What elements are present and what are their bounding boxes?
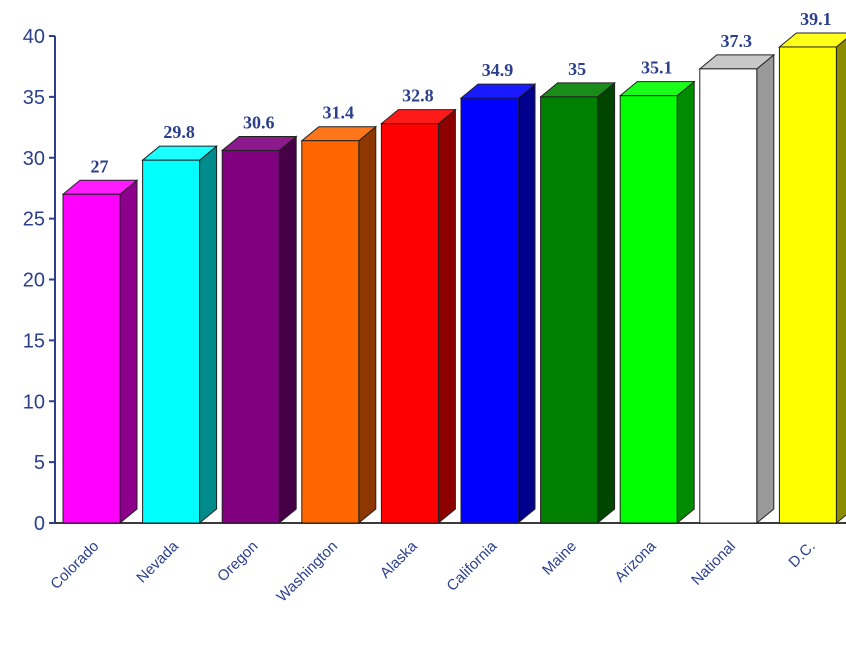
y-tick-label: 0 <box>34 513 45 535</box>
bar-side-face <box>199 145 218 525</box>
y-tick-label: 35 <box>23 87 45 109</box>
y-tick-label: 20 <box>23 270 45 292</box>
bar-washington <box>300 125 378 525</box>
bars <box>61 32 846 525</box>
bar-front-face <box>62 193 121 524</box>
data-label: 29.8 <box>163 122 195 142</box>
bar-nevada <box>141 145 218 525</box>
x-tick-label: Colorado <box>47 538 102 593</box>
data-label: 35 <box>568 59 586 79</box>
bar-front-face <box>699 68 758 524</box>
data-label: 32.8 <box>402 86 434 106</box>
x-tick-label: Maine <box>539 538 580 579</box>
bar-front-face <box>460 97 519 524</box>
bar-colorado <box>61 179 139 525</box>
bar-side-face <box>597 81 616 525</box>
bar-side-face <box>835 38 846 525</box>
data-label: 31.4 <box>323 103 355 123</box>
bar-dc <box>778 32 846 525</box>
data-label: 30.6 <box>243 112 275 132</box>
data-label: 27 <box>91 156 109 176</box>
y-tick-label: 40 <box>23 26 45 48</box>
data-label: 34.9 <box>482 60 514 80</box>
y-tick-label: 10 <box>23 391 45 413</box>
y-tick-label: 5 <box>34 452 45 474</box>
data-label: 37.3 <box>721 31 753 51</box>
y-tick-label: 30 <box>23 148 45 170</box>
bar-front-face <box>380 123 439 524</box>
bar-top-face <box>778 32 846 48</box>
bar-side-face <box>358 125 377 525</box>
bar-side-face <box>278 135 297 525</box>
x-tick-label: Alaska <box>377 537 421 581</box>
bar-front-face <box>540 96 599 524</box>
x-tick-label: Washington <box>273 538 341 606</box>
data-label: 39.1 <box>800 9 832 29</box>
bar-national <box>698 53 776 525</box>
bar-maine <box>539 81 616 525</box>
bar-front-face <box>221 149 280 524</box>
bar-oregon <box>220 135 298 525</box>
bar-side-face <box>756 53 775 525</box>
bar-side-face <box>119 179 138 525</box>
bar-arizona <box>618 80 696 525</box>
x-tick-label: Arizona <box>612 537 660 585</box>
bar-side-face <box>437 108 456 525</box>
y-tick-label: 25 <box>23 209 45 231</box>
y-tick-label: 15 <box>23 330 45 352</box>
bar-front-face <box>142 159 201 524</box>
x-tick-label: California <box>443 537 500 594</box>
data-label: 35.1 <box>641 58 673 78</box>
bar-side-face <box>517 83 536 525</box>
bar-front-face <box>778 46 837 524</box>
x-tick-label: D.C. <box>785 538 818 571</box>
bar-alaska <box>380 108 457 525</box>
bar-side-face <box>676 80 695 525</box>
bar-front-face <box>619 95 678 524</box>
bar-front-face <box>301 140 360 524</box>
x-tick-label: National <box>688 538 739 589</box>
bar-california <box>459 83 537 525</box>
x-tick-label: Oregon <box>214 538 261 585</box>
x-tick-label: Nevada <box>133 537 182 586</box>
